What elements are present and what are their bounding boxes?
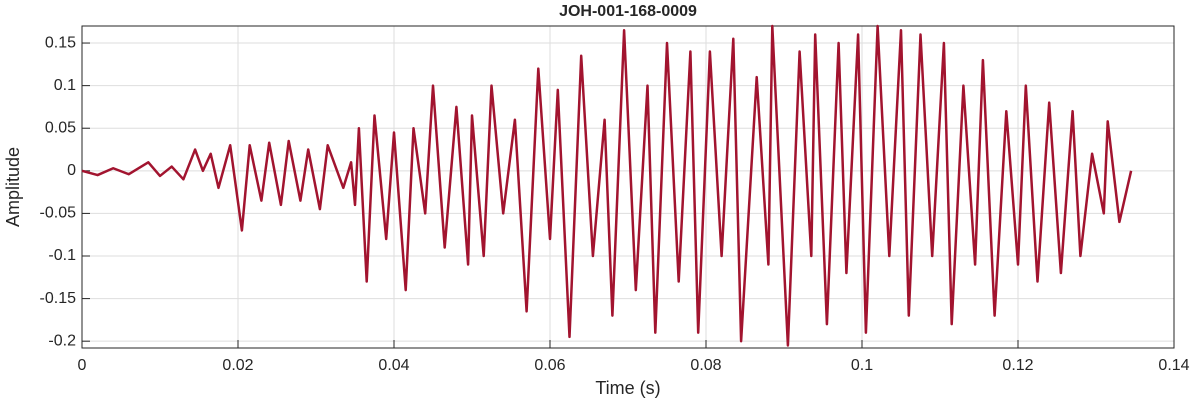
x-tick-label: 0.02 [222, 357, 253, 374]
y-tick-label: 0.05 [45, 119, 76, 136]
x-axis-label: Time (s) [595, 378, 660, 398]
y-tick-label: 0 [67, 162, 76, 179]
y-tick-label: 0.1 [54, 77, 76, 94]
x-tick-label: 0.14 [1158, 357, 1189, 374]
y-tick-label: -0.15 [40, 290, 77, 307]
y-tick-label: -0.2 [48, 332, 76, 349]
waveform-line [81, 24, 1133, 347]
x-tick-label: 0.1 [851, 357, 873, 374]
x-tick-label: 0.12 [1002, 357, 1033, 374]
y-tick-label: 0.15 [45, 34, 76, 51]
y-axis-label: Amplitude [3, 147, 23, 227]
chart-title: JOH-001-168-0009 [559, 3, 697, 20]
y-tick-label: -0.05 [40, 205, 77, 222]
x-tick-label: 0.06 [534, 357, 565, 374]
x-tick-label: 0.04 [378, 357, 409, 374]
plot-frame [81, 25, 1175, 349]
y-tick-label: -0.1 [48, 247, 76, 264]
x-tick-label: 0 [78, 357, 87, 374]
x-tick-label: 0.08 [690, 357, 721, 374]
